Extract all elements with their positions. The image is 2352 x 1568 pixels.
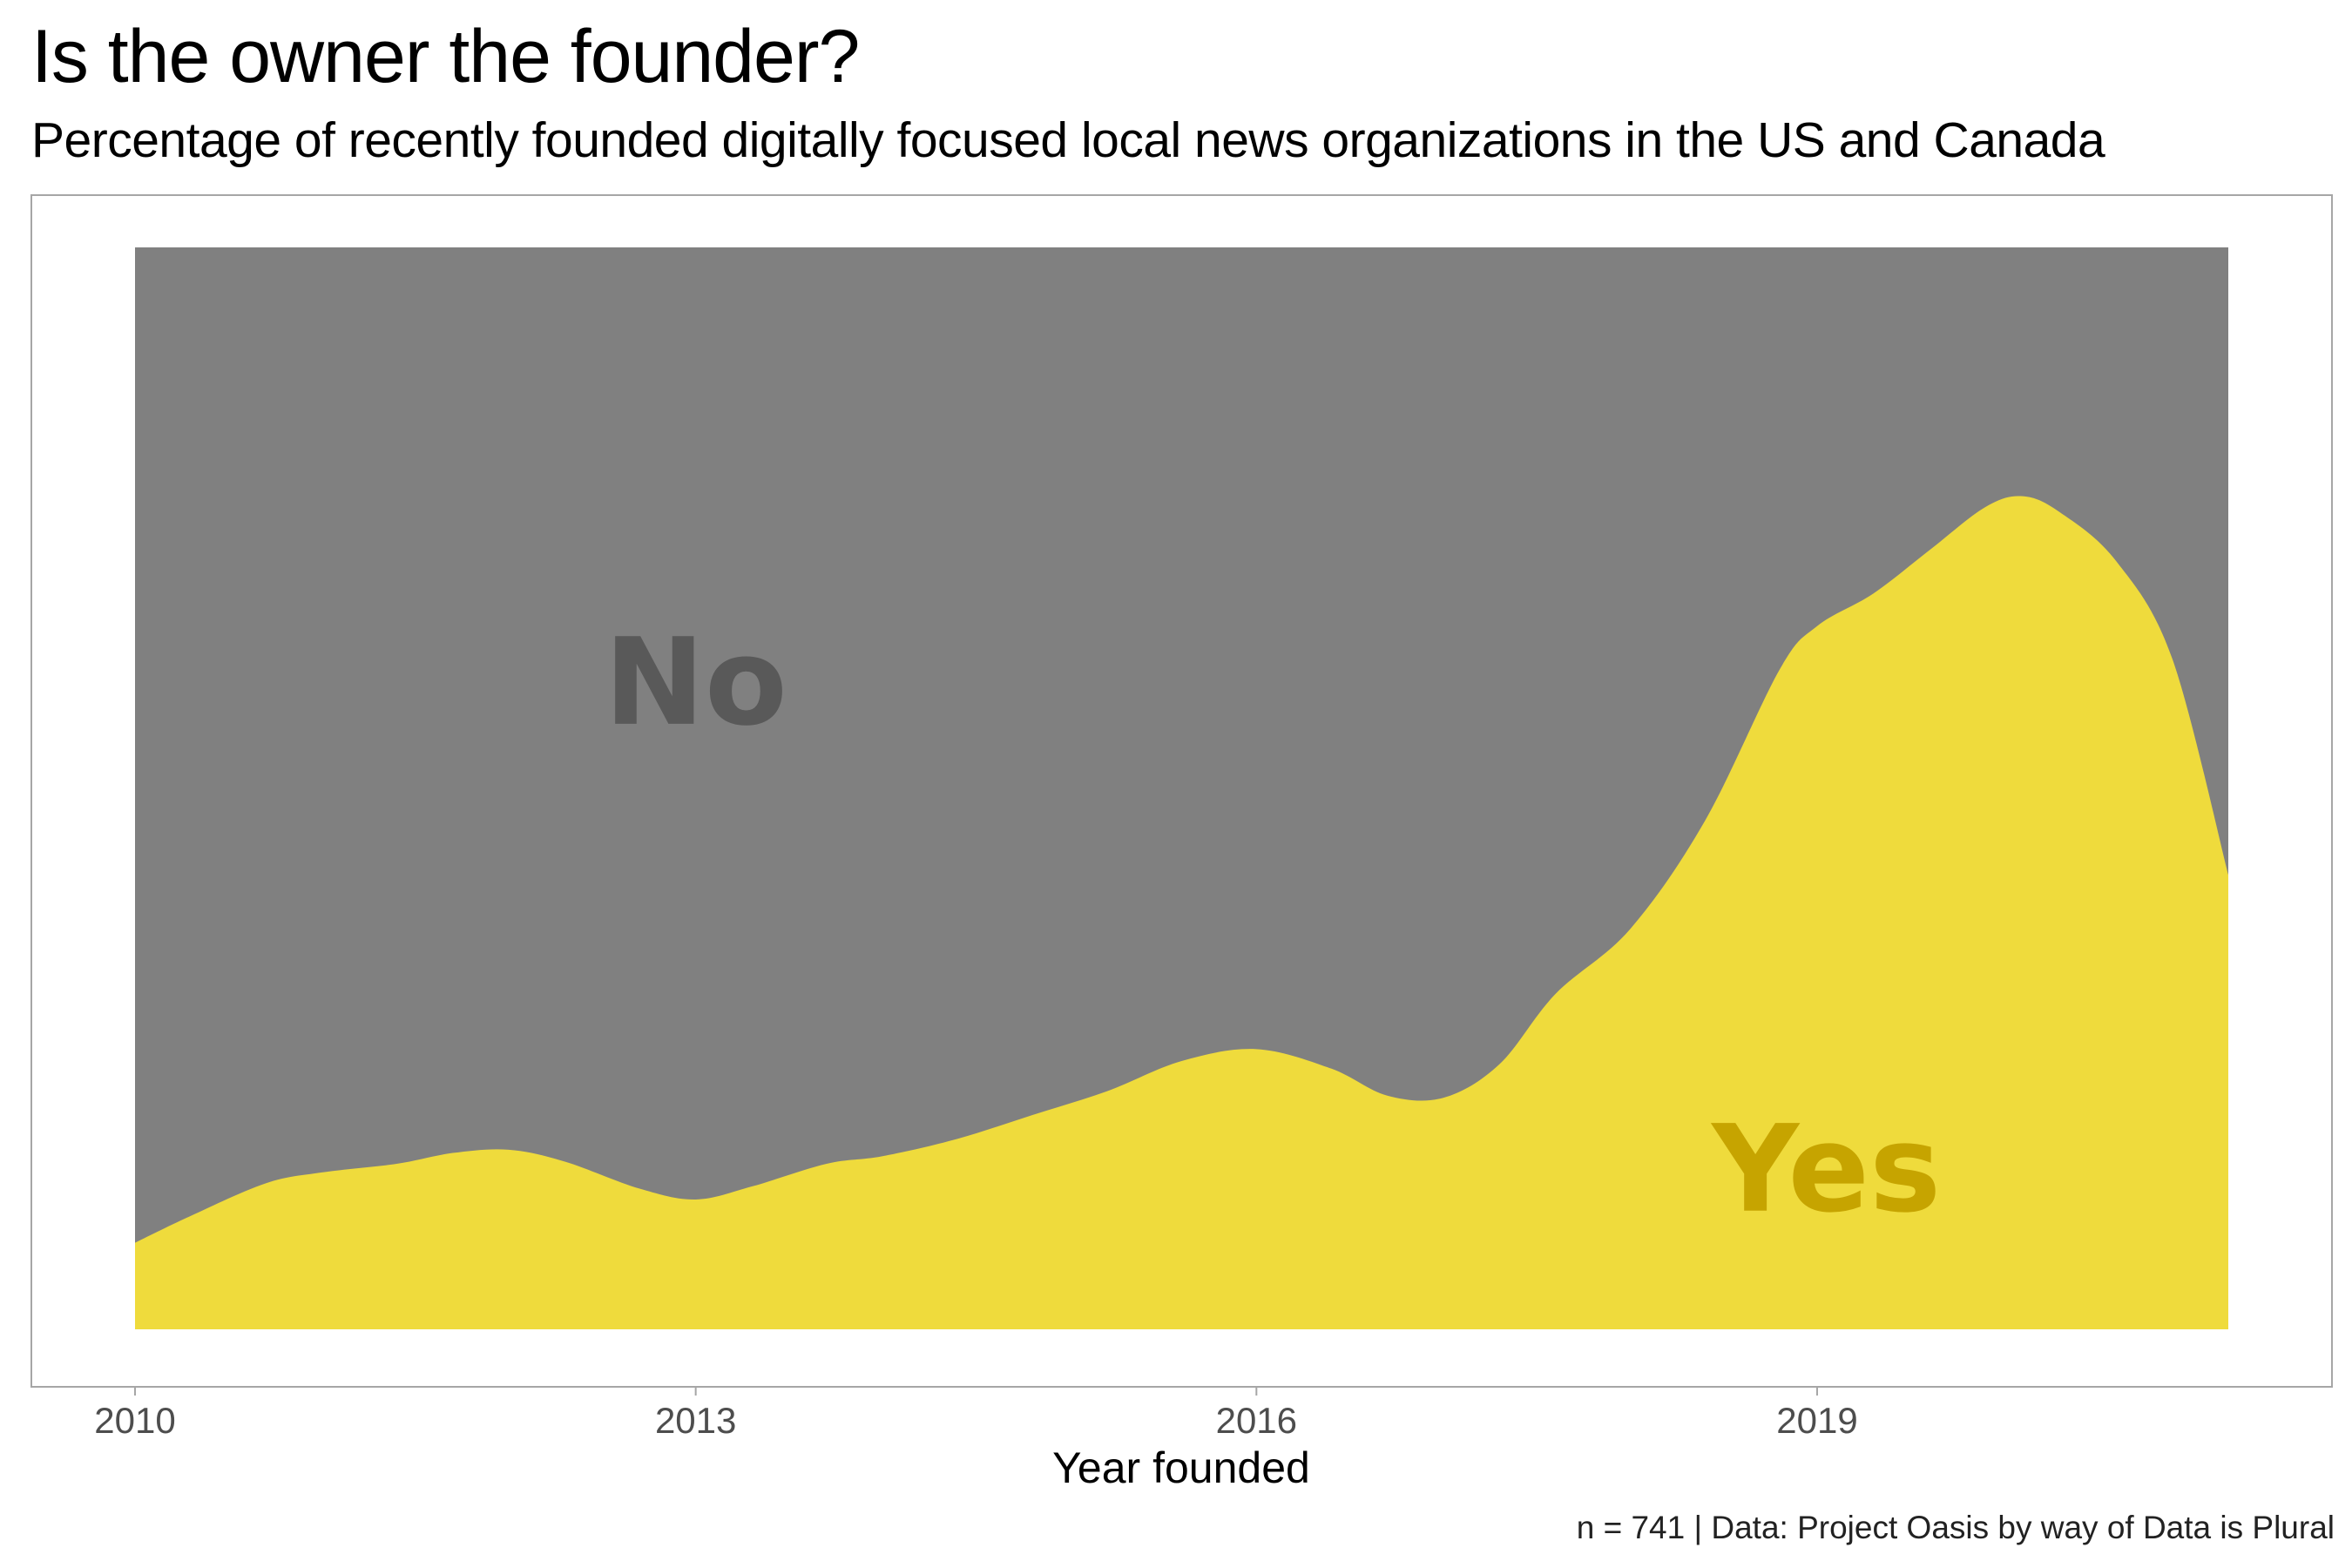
x-tick-label: 2019: [1776, 1400, 1857, 1441]
x-axis: 2010 2013 2016 2019: [94, 1387, 1858, 1441]
x-tick-label: 2016: [1216, 1400, 1297, 1441]
area-yes: [135, 496, 2228, 1329]
chart-caption: n = 741 | Data: Project Oasis by way of …: [1576, 1510, 2335, 1545]
x-axis-title: Year founded: [1052, 1443, 1310, 1492]
area-layer: [135, 247, 2228, 1329]
chart-title: Is the owner the founder?: [31, 15, 860, 98]
area-label-no: No: [605, 612, 787, 753]
annotation-layer: No Yes: [605, 612, 1942, 1240]
chart-subtitle: Percentage of recently founded digitally…: [31, 112, 2105, 168]
x-tick-label: 2013: [655, 1400, 736, 1441]
area-label-yes: Yes: [1710, 1099, 1941, 1240]
x-tick-label: 2010: [94, 1400, 175, 1441]
